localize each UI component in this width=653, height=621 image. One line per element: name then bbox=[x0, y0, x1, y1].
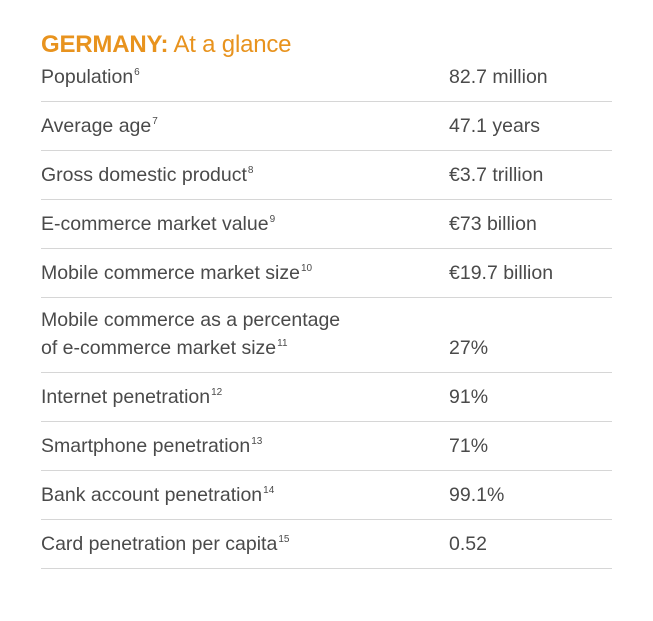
stat-label: Mobile commerce as a percentage of e-comm… bbox=[41, 309, 341, 359]
stat-label: Mobile commerce market size10 bbox=[41, 262, 313, 284]
stat-label: Average age7 bbox=[41, 115, 158, 137]
footnote-ref: 15 bbox=[278, 534, 290, 545]
stat-label: E-commerce market value9 bbox=[41, 213, 276, 235]
footnote-ref: 6 bbox=[134, 67, 140, 78]
stat-row-mcommerce-size: Mobile commerce market size10 €19.7 bill… bbox=[41, 249, 612, 298]
footnote-ref: 11 bbox=[277, 338, 288, 349]
footnote-ref: 8 bbox=[247, 165, 254, 176]
stats-table: Population6 82.7 million Average age7 47… bbox=[41, 64, 612, 569]
footnote-ref: 9 bbox=[269, 214, 276, 225]
stat-row-mcommerce-percentage: Mobile commerce as a percentage of e-comm… bbox=[41, 298, 612, 373]
title-country: GERMANY: bbox=[41, 31, 169, 58]
stat-row-average-age: Average age7 47.1 years bbox=[41, 102, 612, 151]
stat-row-gdp: Gross domestic product8 €3.7 trillion bbox=[41, 151, 612, 200]
stat-value: €19.7 billion bbox=[449, 262, 554, 284]
germany-at-a-glance-card: GERMANY: At a glance Population6 82.7 mi… bbox=[41, 30, 612, 569]
stat-value: 71% bbox=[449, 435, 489, 457]
stat-label: Internet penetration12 bbox=[41, 386, 223, 408]
stat-row-ecommerce-value: E-commerce market value9 €73 billion bbox=[41, 200, 612, 249]
stat-label: Card penetration per capita15 bbox=[41, 533, 290, 555]
footnote-ref: 12 bbox=[211, 387, 223, 398]
stat-row-bank-account-penetration: Bank account penetration14 99.1% bbox=[41, 471, 612, 520]
stat-label: Gross domestic product8 bbox=[41, 164, 254, 186]
stat-value: 91% bbox=[449, 386, 489, 408]
stat-row-internet-penetration: Internet penetration12 91% bbox=[41, 373, 612, 422]
title-subtitle: At a glance bbox=[168, 31, 292, 58]
footnote-ref: 13 bbox=[251, 436, 263, 447]
stat-row-smartphone-penetration: Smartphone penetration13 71% bbox=[41, 422, 612, 471]
footnote-ref: 14 bbox=[263, 485, 275, 496]
stat-label: Population6 bbox=[41, 66, 140, 88]
footnote-ref: 7 bbox=[152, 116, 158, 127]
stat-value: 99.1% bbox=[449, 484, 505, 506]
stat-row-population: Population6 82.7 million bbox=[41, 64, 612, 102]
stat-value: €73 billion bbox=[449, 213, 537, 235]
stat-value: €3.7 trillion bbox=[449, 164, 544, 186]
stat-value: 0.52 bbox=[449, 533, 487, 555]
stat-label: Bank account penetration14 bbox=[41, 484, 275, 506]
stat-value: 47.1 years bbox=[449, 115, 541, 137]
stat-row-card-penetration: Card penetration per capita15 0.52 bbox=[41, 520, 612, 569]
page-title: GERMANY: At a glance bbox=[41, 30, 612, 60]
stat-label: Smartphone penetration13 bbox=[41, 435, 263, 457]
stat-value: 27% bbox=[449, 337, 489, 359]
footnote-ref: 10 bbox=[300, 263, 313, 274]
stat-value: 82.7 million bbox=[449, 66, 548, 88]
